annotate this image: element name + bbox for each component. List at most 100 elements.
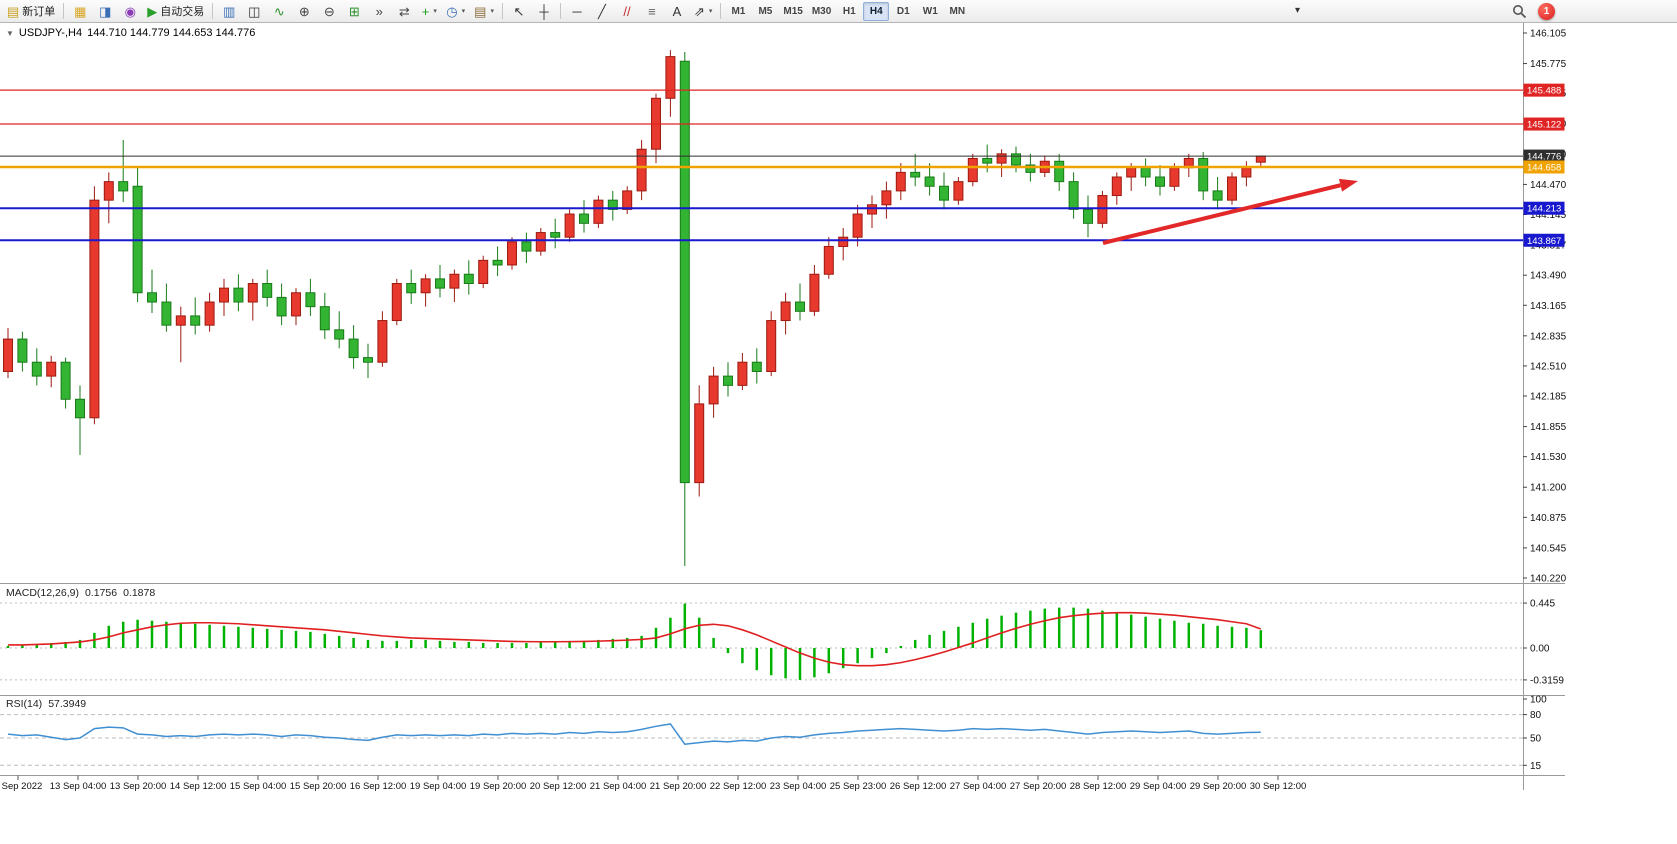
timeframe-w1-button[interactable]: W1: [917, 2, 943, 21]
text-button[interactable]: A: [665, 2, 689, 21]
templates-button[interactable]: ▤ ▾: [470, 2, 498, 21]
new-order-button[interactable]: ▤ 新订单: [3, 2, 59, 21]
horizontal-line-icon: ─: [572, 3, 582, 19]
candle: [449, 269, 460, 303]
candle: [463, 260, 474, 295]
candle: [391, 278, 402, 326]
price-tick-label: 144.470: [1530, 180, 1567, 191]
candle: [247, 278, 258, 321]
line-chart-button[interactable]: ∿: [267, 2, 291, 21]
indicators-button[interactable]: + ▾: [417, 2, 441, 21]
candlestick-button[interactable]: ◫: [242, 2, 266, 21]
candle: [1140, 158, 1151, 187]
templates-icon: ▤: [474, 3, 487, 19]
price-tag: 144.776: [1523, 149, 1565, 163]
notification-badge[interactable]: 1: [1538, 3, 1555, 20]
crosshair-button[interactable]: ┼: [532, 2, 556, 21]
time-axis-label: 19 Sep 04:00: [410, 781, 467, 792]
new-order-icon: ▤: [7, 3, 20, 19]
timeframe-m30-button[interactable]: M30: [808, 2, 835, 21]
candle: [593, 195, 604, 228]
cursor-button[interactable]: ↖: [507, 2, 531, 21]
price-tag: 143.867: [1523, 233, 1565, 247]
trend-arrow-head: [1338, 178, 1358, 192]
bar-chart-button[interactable]: ▥: [217, 2, 241, 21]
price-tag: 145.122: [1523, 117, 1565, 131]
price-tick-label: 143.165: [1530, 301, 1567, 312]
timeframe-h4-button[interactable]: H4: [863, 1, 890, 21]
toolbar-overflow-icon[interactable]: ▾: [1295, 5, 1301, 16]
candle: [305, 278, 316, 316]
toolbar-separator: [501, 3, 503, 19]
time-axis-label: 22 Sep 12:00: [710, 781, 767, 792]
auto-scroll-button[interactable]: »: [367, 2, 391, 21]
candle: [334, 311, 345, 349]
periods-button[interactable]: ◷ ▾: [442, 2, 469, 21]
price-tag: 144.213: [1523, 201, 1565, 215]
macd-title: MACD(12,26,9) 0.1756 0.1878: [6, 587, 155, 599]
candlestick-icon: ◫: [248, 3, 261, 19]
time-axis-label: 21 Sep 20:00: [650, 781, 707, 792]
candle: [1198, 152, 1209, 201]
timeframe-h1-button[interactable]: H1: [836, 2, 862, 21]
market-watch-icon: ▦: [74, 3, 87, 19]
tile-windows-icon: ⊞: [348, 3, 360, 19]
arrows-button[interactable]: ⇗ ▾: [690, 2, 716, 21]
zoom-in-icon: ⊕: [298, 3, 310, 19]
community-button[interactable]: ◉: [118, 2, 142, 21]
candle: [435, 264, 445, 298]
candle: [348, 325, 359, 369]
rsi-tick-label: 80: [1530, 710, 1542, 721]
chart-shift-button[interactable]: ⇄: [392, 2, 416, 21]
profile-button[interactable]: ◨: [93, 2, 117, 21]
price-tick-label: 142.835: [1530, 331, 1567, 342]
price-axis: 146.105145.775145.455145.130144.800144.4…: [1523, 29, 1567, 584]
rsi-title: RSI(14) 57.3949: [6, 698, 86, 710]
price-tick-label: 140.220: [1530, 573, 1567, 584]
candlestick-series: [3, 50, 1266, 566]
price-tick-label: 142.510: [1530, 361, 1567, 372]
autotrading-button[interactable]: ▶ 自动交易: [143, 2, 208, 21]
trendline-icon: ╱: [598, 3, 606, 19]
timeframe-m5-button[interactable]: M5: [752, 2, 778, 21]
candle: [1255, 155, 1266, 168]
new-order-label: 新订单: [22, 6, 56, 18]
candle: [118, 139, 129, 203]
price-tick-label: 146.105: [1530, 29, 1567, 40]
candle: [420, 274, 431, 307]
zoom-in-button[interactable]: ⊕: [292, 2, 316, 21]
timeframe-d1-button[interactable]: D1: [890, 2, 916, 21]
toolbar-separator: [720, 3, 722, 19]
chart-collapse-icon[interactable]: ▼: [6, 28, 14, 38]
market-watch-button[interactable]: ▦: [68, 2, 92, 21]
toolbar-group-cursor: ↖ ┼: [507, 2, 556, 21]
dropdown-arrow-icon: ▾: [433, 8, 437, 15]
time-axis-label: 29 Sep 20:00: [1190, 781, 1247, 792]
equidistant-channel-button[interactable]: //: [615, 2, 639, 21]
fibonacci-icon: ≡: [648, 3, 656, 19]
trendline-button[interactable]: ╱: [590, 2, 614, 21]
profile-icon: ◨: [99, 3, 112, 19]
horizontal-line-button[interactable]: ─: [565, 2, 589, 21]
fibonacci-button[interactable]: ≡: [640, 2, 664, 21]
timeframe-m15-button[interactable]: M15: [779, 2, 806, 21]
price-tag: 145.488: [1523, 83, 1565, 97]
candle: [3, 327, 13, 378]
candle: [895, 163, 906, 201]
candle: [233, 274, 244, 312]
zoom-out-button[interactable]: ⊖: [317, 2, 341, 21]
timeframe-mn-button[interactable]: MN: [944, 2, 970, 21]
bar-chart-icon: ▥: [223, 3, 236, 19]
rsi-tick-label: 100: [1530, 695, 1547, 706]
price-tick-label: 140.875: [1530, 513, 1567, 524]
chart-shift-icon: ⇄: [398, 3, 410, 19]
search-icon[interactable]: [1512, 4, 1527, 19]
trend-arrow[interactable]: [1102, 183, 1341, 245]
tile-windows-button[interactable]: ⊞: [342, 2, 366, 21]
toolbar-group-panels: ▦ ◨ ◉: [68, 2, 142, 21]
crosshair-icon: ┼: [539, 3, 549, 19]
timeframe-m1-button[interactable]: M1: [725, 2, 751, 21]
price-tag: 144.658: [1523, 160, 1565, 174]
macd-tick-label: 0.445: [1530, 599, 1555, 610]
